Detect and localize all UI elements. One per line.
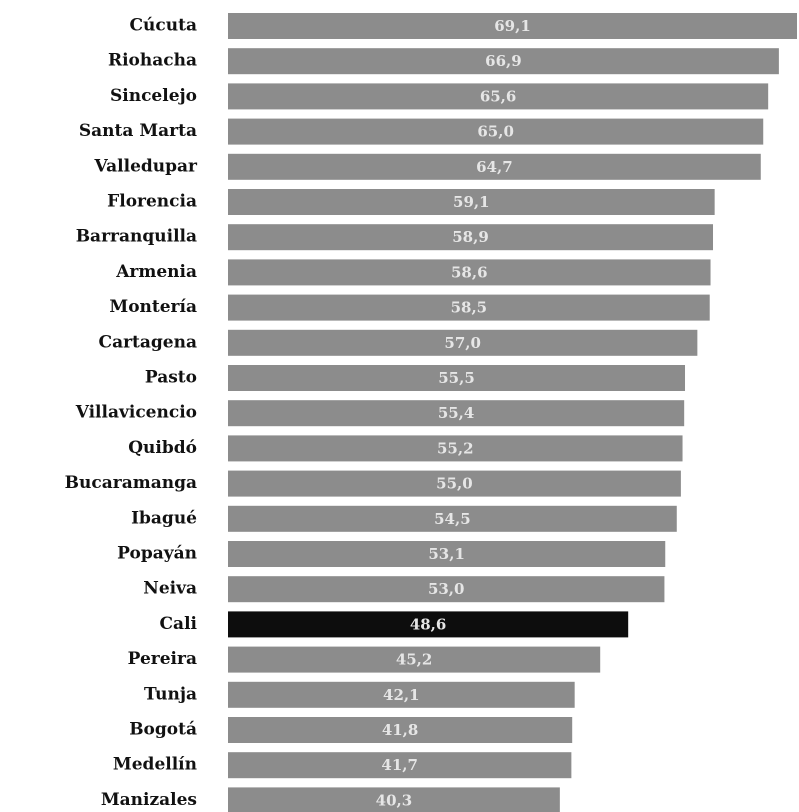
- value-label: 53,0: [428, 580, 465, 598]
- value-label: 66,9: [485, 52, 522, 70]
- category-label: Manizales: [101, 790, 197, 810]
- bar: [228, 224, 714, 251]
- category-label: Montería: [109, 297, 197, 317]
- value-label: 45,2: [396, 651, 433, 669]
- value-label: 55,0: [436, 475, 473, 493]
- bar: [228, 83, 769, 110]
- category-label: Sincelejo: [110, 86, 197, 106]
- bar: [228, 611, 629, 638]
- value-label: 54,5: [434, 510, 471, 528]
- bar: [228, 48, 779, 75]
- value-label: 58,6: [451, 263, 488, 281]
- value-label: 65,6: [480, 87, 517, 105]
- bar: [228, 505, 677, 532]
- category-label: Tunja: [144, 684, 197, 704]
- category-label: Neiva: [143, 579, 197, 599]
- category-label: Ibagué: [131, 508, 197, 528]
- category-label: Popayán: [117, 544, 197, 564]
- category-label: Cartagena: [99, 332, 197, 352]
- category-label: Santa Marta: [79, 121, 197, 141]
- bar: [228, 189, 715, 215]
- bar: [228, 541, 666, 567]
- category-label: Pasto: [145, 368, 197, 388]
- bar: [228, 717, 573, 743]
- value-label: 59,1: [453, 193, 490, 211]
- bar: [228, 400, 685, 427]
- category-label: Armenia: [115, 262, 197, 282]
- value-label: 53,1: [428, 545, 465, 563]
- bar: [228, 294, 710, 321]
- bar: [228, 365, 686, 391]
- value-label: 58,9: [452, 228, 489, 246]
- bar: [228, 13, 797, 39]
- value-label: 48,6: [410, 615, 447, 633]
- category-label: Florencia: [107, 192, 197, 212]
- bar: [228, 681, 575, 708]
- value-label: 64,7: [476, 158, 513, 176]
- bar: [228, 470, 681, 497]
- bar: [228, 576, 665, 603]
- value-label: 55,2: [437, 439, 474, 457]
- bar: [228, 259, 711, 286]
- category-label: Riohacha: [108, 51, 197, 71]
- value-label: 69,1: [494, 17, 531, 35]
- value-label: 58,5: [451, 299, 488, 317]
- value-label: 57,0: [444, 334, 481, 352]
- category-label: Bucaramanga: [65, 473, 197, 493]
- category-label: Pereira: [128, 649, 197, 669]
- bar: [228, 153, 761, 180]
- category-label: Quibdó: [128, 438, 197, 458]
- category-label: Cúcuta: [130, 16, 197, 36]
- category-label: Medellín: [113, 755, 197, 775]
- bar: [228, 752, 572, 779]
- value-label: 41,7: [381, 756, 418, 774]
- value-label: 55,5: [438, 369, 475, 387]
- value-label: 55,4: [438, 404, 475, 422]
- bar: [228, 118, 764, 145]
- category-label: Villavicencio: [75, 403, 197, 423]
- category-label: Bogotá: [129, 720, 197, 740]
- value-label: 42,1: [383, 686, 420, 704]
- bar: [228, 787, 560, 812]
- bar: [228, 329, 698, 356]
- category-label: Valledupar: [94, 156, 199, 176]
- value-label: 41,8: [382, 721, 419, 739]
- category-label: Cali: [160, 614, 198, 634]
- bar: [228, 646, 601, 673]
- bar: [228, 435, 683, 462]
- value-label: 65,0: [477, 123, 514, 141]
- value-label: 40,3: [376, 791, 413, 809]
- category-label: Barranquilla: [76, 227, 197, 247]
